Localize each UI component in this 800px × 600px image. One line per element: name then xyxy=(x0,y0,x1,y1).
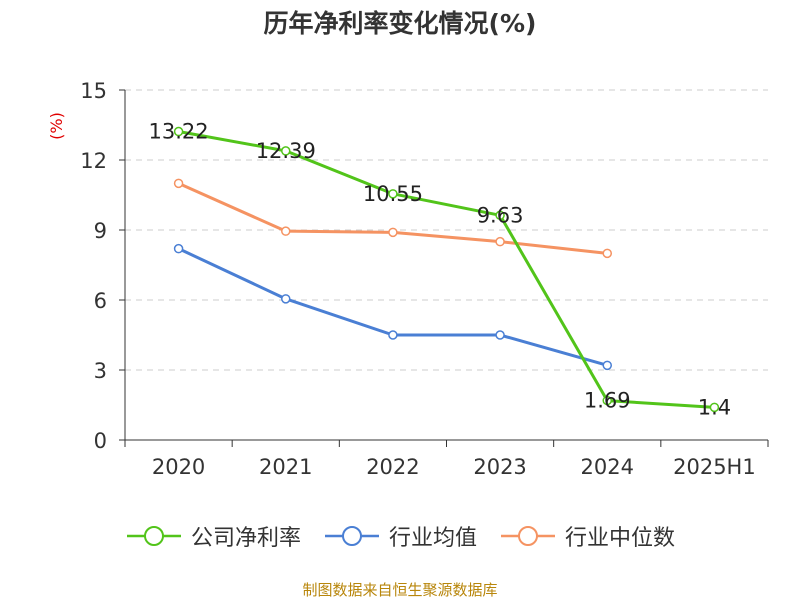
data-point xyxy=(709,402,720,413)
legend-label: 行业中位数 xyxy=(565,526,676,551)
x-tick-label: 2020 xyxy=(152,455,205,479)
y-tick-label: 9 xyxy=(94,219,107,243)
chart-legend: 公司净利率 行业均值 行业中位数 xyxy=(0,520,800,552)
legend-item[interactable]: 公司净利率 xyxy=(125,520,301,552)
data-label: 13.22 xyxy=(149,120,209,144)
x-tick-label: 2025H1 xyxy=(673,455,756,479)
legend-line-marker-icon xyxy=(501,526,555,546)
data-point xyxy=(173,126,184,137)
y-axis-unit-label: (%) xyxy=(47,112,66,140)
data-label: 1.69 xyxy=(584,389,631,413)
x-tick-label: 2024 xyxy=(581,455,634,479)
legend-label: 公司净利率 xyxy=(190,526,301,551)
data-point xyxy=(281,226,291,236)
legend-item[interactable]: 行业均值 xyxy=(323,520,477,552)
data-point xyxy=(602,248,612,259)
series-line xyxy=(178,130,715,409)
legend-line-marker-icon xyxy=(324,526,379,546)
series-line xyxy=(177,247,608,367)
data-point xyxy=(495,330,505,340)
data-point xyxy=(281,146,291,156)
data-point xyxy=(388,227,398,238)
chart-title: 历年净利率变化情况(%) xyxy=(263,9,537,38)
legend-item[interactable]: 行业中位数 xyxy=(499,520,675,552)
data-point xyxy=(602,395,612,406)
data-source-note: 制图数据来自恒生聚源数据库 xyxy=(302,581,498,599)
data-point xyxy=(281,294,291,304)
y-tick-label: 6 xyxy=(94,289,107,313)
y-tick-label: 3 xyxy=(94,359,107,383)
data-point xyxy=(495,210,505,221)
legend-label: 行业均值 xyxy=(388,526,477,551)
data-point xyxy=(173,243,184,254)
y-tick-label: 15 xyxy=(80,79,107,103)
data-label: 1.4 xyxy=(698,395,731,419)
data-point xyxy=(388,330,398,340)
data-label: 12.39 xyxy=(256,139,316,163)
x-tick-label: 2021 xyxy=(259,455,312,479)
x-tick-label: 2023 xyxy=(473,455,526,479)
data-point xyxy=(173,178,184,189)
data-point xyxy=(495,236,505,247)
x-tick-label: 2022 xyxy=(366,455,419,479)
data-label: 10.55 xyxy=(363,182,423,206)
legend-line-marker-icon xyxy=(126,526,181,546)
data-point xyxy=(388,189,398,199)
data-point xyxy=(602,360,612,371)
y-tick-label: 0 xyxy=(94,429,107,453)
y-tick-label: 12 xyxy=(80,149,107,173)
data-label: 9.63 xyxy=(477,203,524,227)
